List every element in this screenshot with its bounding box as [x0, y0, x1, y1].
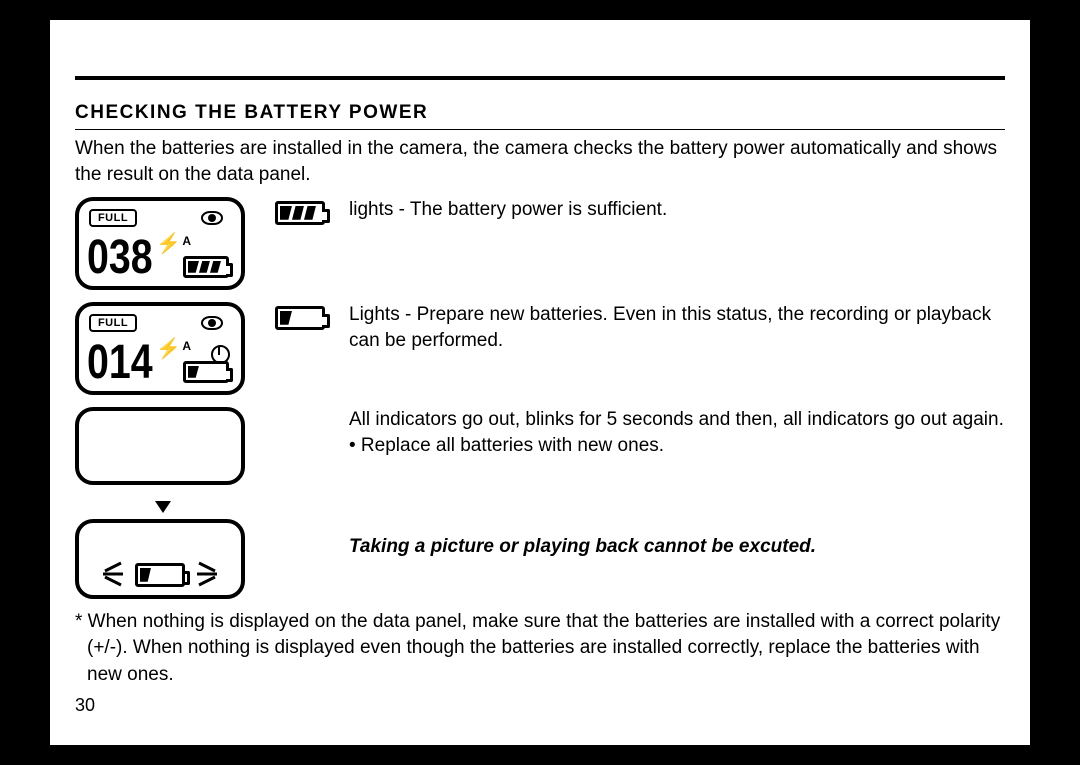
lcd-panel-blank	[75, 407, 245, 485]
intro-text: When the batteries are installed in the …	[75, 136, 1005, 189]
lcd-panel-blink	[75, 519, 245, 599]
battery-low-icon	[275, 306, 325, 330]
blank-line2: • Replace all batteries with new ones.	[349, 433, 1005, 460]
lcd-panel-full: FULL 038 ⚡A	[75, 197, 245, 290]
manual-page: CHECKING THE BATTERY POWER When the batt…	[50, 20, 1030, 745]
row-full-battery: FULL 038 ⚡A lights - The battery power i…	[75, 197, 1005, 298]
full-badge: FULL	[89, 314, 137, 332]
content: CHECKING THE BATTERY POWER When the batt…	[50, 80, 1030, 728]
frame-counter: 014	[87, 339, 153, 387]
desc-blank: All indicators go out, blinks for 5 seco…	[345, 407, 1005, 460]
eye-icon	[201, 316, 223, 330]
battery-blink-icon	[135, 563, 185, 587]
warning-text: Taking a picture or playing back cannot …	[345, 534, 1005, 561]
blink-rays-right-icon	[193, 557, 233, 591]
row-blinking: Taking a picture or playing back cannot …	[75, 497, 1005, 599]
blink-panel-group	[75, 501, 275, 599]
self-timer-icon	[209, 342, 229, 362]
blink-rays-left-icon	[87, 557, 127, 591]
top-rule	[75, 20, 1005, 80]
row-low-battery: FULL 014 ⚡A Lights - Prepare new b	[75, 302, 1005, 403]
down-arrow-icon	[155, 501, 171, 513]
battery-icon	[183, 256, 229, 278]
full-badge: FULL	[89, 209, 137, 227]
lcd-panel-low: FULL 014 ⚡A	[75, 302, 245, 395]
battery-full-icon	[275, 201, 325, 225]
battery-icon	[183, 361, 229, 383]
page-number: 30	[75, 693, 1005, 718]
section-heading: CHECKING THE BATTERY POWER	[75, 100, 1005, 130]
desc-full: lights - The battery power is sufficient…	[345, 197, 1005, 224]
footnote: * When nothing is displayed on the data …	[75, 609, 1005, 689]
blank-line1: All indicators go out, blinks for 5 seco…	[349, 407, 1005, 434]
frame-counter: 038	[87, 234, 153, 282]
desc-low: Lights - Prepare new batteries. Even in …	[345, 302, 1005, 355]
flash-icon: ⚡A	[156, 237, 191, 251]
flash-icon: ⚡A	[156, 342, 191, 356]
row-blank: All indicators go out, blinks for 5 seco…	[75, 407, 1005, 493]
eye-icon	[201, 211, 223, 225]
